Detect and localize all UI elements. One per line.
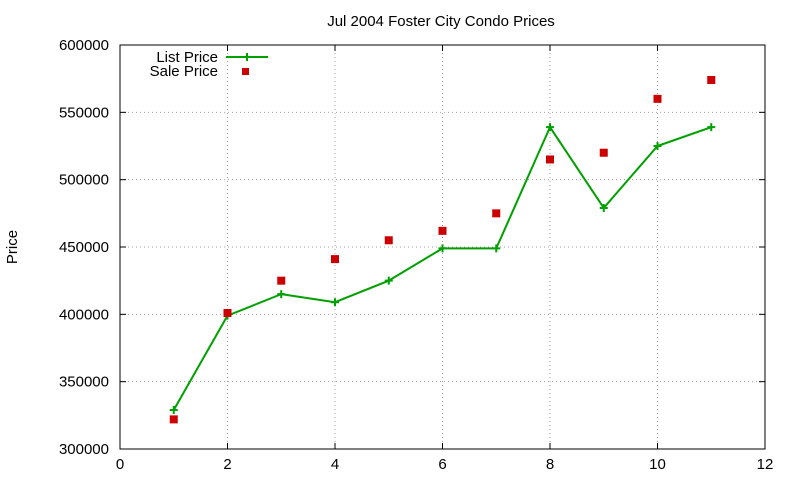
x-tick-label: 2 — [223, 456, 231, 473]
x-tick-label: 12 — [757, 456, 774, 473]
list-price-point — [653, 142, 662, 150]
list-price-point — [331, 298, 339, 307]
chart-title: Jul 2004 Foster City Condo Prices — [327, 13, 555, 30]
legend: List Price Sale Price — [150, 49, 268, 80]
y-tick-label: 550000 — [59, 104, 109, 121]
list-price-point — [492, 244, 501, 253]
grid-lines — [120, 45, 765, 449]
list-price-point — [546, 123, 554, 132]
list-price-point — [169, 405, 178, 414]
y-tick-label: 400000 — [59, 306, 109, 323]
sale-price-point — [384, 236, 393, 245]
sale-price-point — [492, 209, 501, 218]
x-tick-label: 8 — [546, 456, 554, 473]
sale-price-point — [599, 148, 608, 157]
list-price-point — [277, 290, 286, 299]
sale-price-point — [223, 308, 232, 317]
sale-price-point — [707, 76, 716, 85]
sale-price-point — [438, 226, 447, 235]
sale-price-point — [653, 94, 662, 103]
y-tick-label: 500000 — [59, 172, 109, 189]
legend-marker-sale-price — [242, 68, 249, 75]
x-tick-label: 10 — [649, 456, 666, 473]
legend-marker-list-price — [243, 53, 251, 61]
sale-price-point — [546, 155, 554, 164]
sale-price-point — [277, 276, 286, 285]
data-series — [169, 76, 716, 424]
y-axis-label: Price — [4, 230, 21, 264]
x-tick-label: 6 — [438, 456, 446, 473]
legend-label-list-price: List Price — [156, 49, 218, 66]
y-tick-label: 600000 — [59, 37, 109, 54]
y-tick-label: 350000 — [59, 374, 109, 391]
y-tick-label: 300000 — [59, 441, 109, 458]
list-price-point — [707, 123, 716, 132]
legend-label-sale-price: Sale Price — [150, 63, 218, 80]
sale-price-point — [331, 255, 339, 264]
list-price-point — [384, 276, 393, 285]
x-tick-label: 0 — [116, 456, 124, 473]
list-price-point — [599, 203, 608, 212]
list-price-point — [438, 244, 447, 253]
y-tick-label: 450000 — [59, 239, 109, 256]
x-tick-label: 4 — [331, 456, 339, 473]
axis-ticks: 300000 350000 400000 450000 500000 550000 6000… — [59, 37, 773, 473]
sale-price-point — [169, 415, 178, 424]
